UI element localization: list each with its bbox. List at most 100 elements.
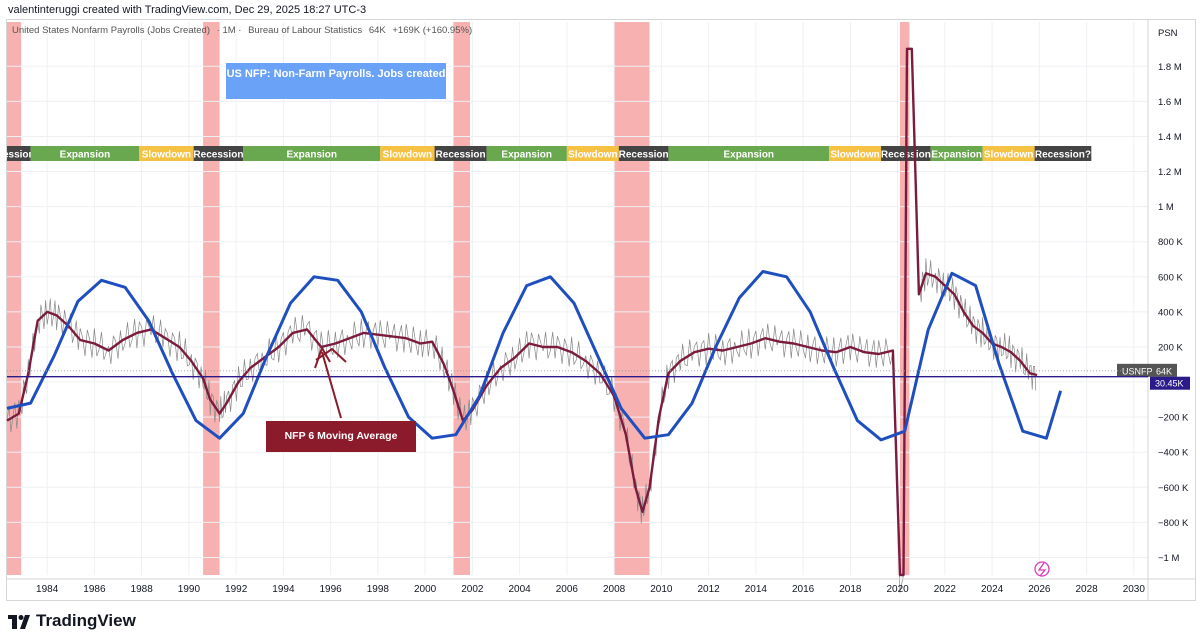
y-tick-label: −600 K — [1158, 483, 1189, 494]
x-tick-label: 2000 — [414, 584, 437, 595]
x-tick-label: 2010 — [650, 584, 673, 595]
phase-label: Recession — [436, 150, 486, 161]
lightning-icon — [1037, 562, 1047, 577]
phase-label: Slowdown — [830, 150, 879, 161]
phase-label-bg — [486, 146, 567, 161]
phase-label-bg — [30, 146, 140, 161]
hline-tag-bg — [1150, 376, 1190, 390]
tradingview-logo[interactable]: TradingView — [8, 611, 136, 631]
title-annotation: US NFP: Non-Farm Payrolls. Jobs created — [226, 63, 446, 99]
x-tick-label: 2004 — [508, 584, 531, 595]
x-tick-label: 1996 — [320, 584, 343, 595]
recession-band — [614, 22, 650, 575]
phase-label-bg — [829, 146, 882, 161]
x-tick-label: 1986 — [83, 584, 106, 595]
y-tick-label: 800 K — [1158, 237, 1183, 248]
y-tick-label: 1 M — [1158, 202, 1174, 213]
y-tick-label: 200 K — [1158, 342, 1183, 353]
overlays — [7, 345, 1148, 577]
series-lines — [6, 47, 1063, 577]
y-tick-label: −400 K — [1158, 448, 1189, 459]
x-tick-label: 2024 — [981, 584, 1004, 595]
chart-credit: valentinteruggi created with TradingView… — [8, 4, 367, 16]
hline-tag-value: 30.45K — [1155, 379, 1184, 389]
x-tick-label: 1984 — [36, 584, 59, 595]
phase-label: Expansion — [286, 150, 337, 161]
phase-label: Expansion — [931, 150, 982, 161]
phase-label-bg — [982, 146, 1035, 161]
usnfp-tag-bg — [1117, 363, 1177, 377]
x-tick-label: 2006 — [556, 584, 579, 595]
y-tick-label: 1.8 M — [1158, 62, 1182, 73]
x-tick-label: 1994 — [272, 584, 295, 595]
phase-label: Expansion — [60, 150, 111, 161]
price-scale-title[interactable]: PSN — [1158, 28, 1178, 39]
ma-arrow-head — [314, 345, 331, 369]
y-tick-label: 1.6 M — [1158, 97, 1182, 108]
phase-label: Recession — [619, 150, 669, 161]
y-tick-label: −800 K — [1158, 518, 1189, 529]
legend-interval: · 1M · — [216, 25, 242, 36]
phase-label-bg — [380, 146, 435, 161]
phase-label: Expansion — [501, 150, 552, 161]
phase-label: ession — [3, 150, 35, 161]
ma-arrow-shaft — [321, 351, 342, 419]
x-tick-label: 2028 — [1075, 584, 1098, 595]
x-tick-label: 2030 — [1123, 584, 1146, 595]
ma-arrow-head — [315, 347, 347, 363]
legend-value: 64K — [368, 25, 386, 36]
tradingview-logo-text: TradingView — [36, 611, 136, 630]
phase-label-bg — [193, 146, 244, 161]
usnfp-tag-value: 64K — [1156, 366, 1172, 376]
x-tick-label: 2020 — [886, 584, 909, 595]
tradingview-logo-icon — [8, 614, 30, 629]
phase-label-bg — [566, 146, 619, 161]
cycle-line — [6, 270, 1063, 442]
x-tick-label: 2016 — [792, 584, 815, 595]
x-tick-label: 2022 — [934, 584, 957, 595]
x-tick-label: 2008 — [603, 584, 626, 595]
lightning-icon — [1034, 561, 1050, 577]
ma-line — [6, 47, 1038, 577]
axes: 1984 1986 1988 1990 1992 1994 1996 1998 2000 2002… — [7, 20, 1196, 600]
phase-label-bg — [434, 146, 487, 161]
y-tick-label: 1.2 M — [1158, 167, 1182, 178]
x-tick-label: 2018 — [839, 584, 862, 595]
phase-label: Slowdown — [984, 150, 1033, 161]
x-tick-label: 1992 — [225, 584, 248, 595]
phase-label: Recession — [193, 150, 243, 161]
y-tick-label: −200 K — [1158, 413, 1189, 424]
phase-label-bg — [930, 146, 983, 161]
x-tick-label: 2026 — [1028, 584, 1051, 595]
raw-nfp-line — [6, 48, 1037, 593]
grid — [7, 22, 1148, 575]
recession-band — [203, 22, 220, 575]
legend-source: Bureau of Labour Statistics — [248, 25, 363, 36]
y-tick-label: −1 M — [1158, 553, 1179, 564]
recession-bands — [7, 22, 910, 575]
phase-label: Expansion — [723, 150, 774, 161]
phase-label: Recession? — [1035, 150, 1091, 161]
phase-label-bg — [243, 146, 381, 161]
x-tick-label: 2014 — [745, 584, 768, 595]
phase-labels: ession Expansion Slowdown Recession Expansio… — [3, 146, 1092, 161]
phase-label: Slowdown — [383, 150, 432, 161]
phase-label: Slowdown — [568, 150, 617, 161]
x-tick-label: 1998 — [367, 584, 390, 595]
x-tick-label: 1990 — [178, 584, 201, 595]
y-tick-label: 600 K — [1158, 272, 1183, 283]
recession-band — [7, 22, 22, 575]
recession-band — [453, 22, 471, 575]
y-tick-label: 400 K — [1158, 307, 1183, 318]
usnfp-tag-label: USNFP — [1122, 366, 1153, 376]
phase-label-bg — [618, 146, 669, 161]
phase-label-bg — [668, 146, 830, 161]
ma-annotation: NFP 6 Moving Average — [266, 421, 416, 452]
phase-label-bg — [139, 146, 194, 161]
x-tick-label: 1988 — [131, 584, 154, 595]
chart-legend: United States Nonfarm Payrolls (Jobs Cre… — [12, 25, 476, 36]
phase-label-bg — [7, 146, 31, 161]
x-tick-label: 2012 — [697, 584, 720, 595]
legend-symbol: United States Nonfarm Payrolls (Jobs Cre… — [12, 25, 210, 36]
